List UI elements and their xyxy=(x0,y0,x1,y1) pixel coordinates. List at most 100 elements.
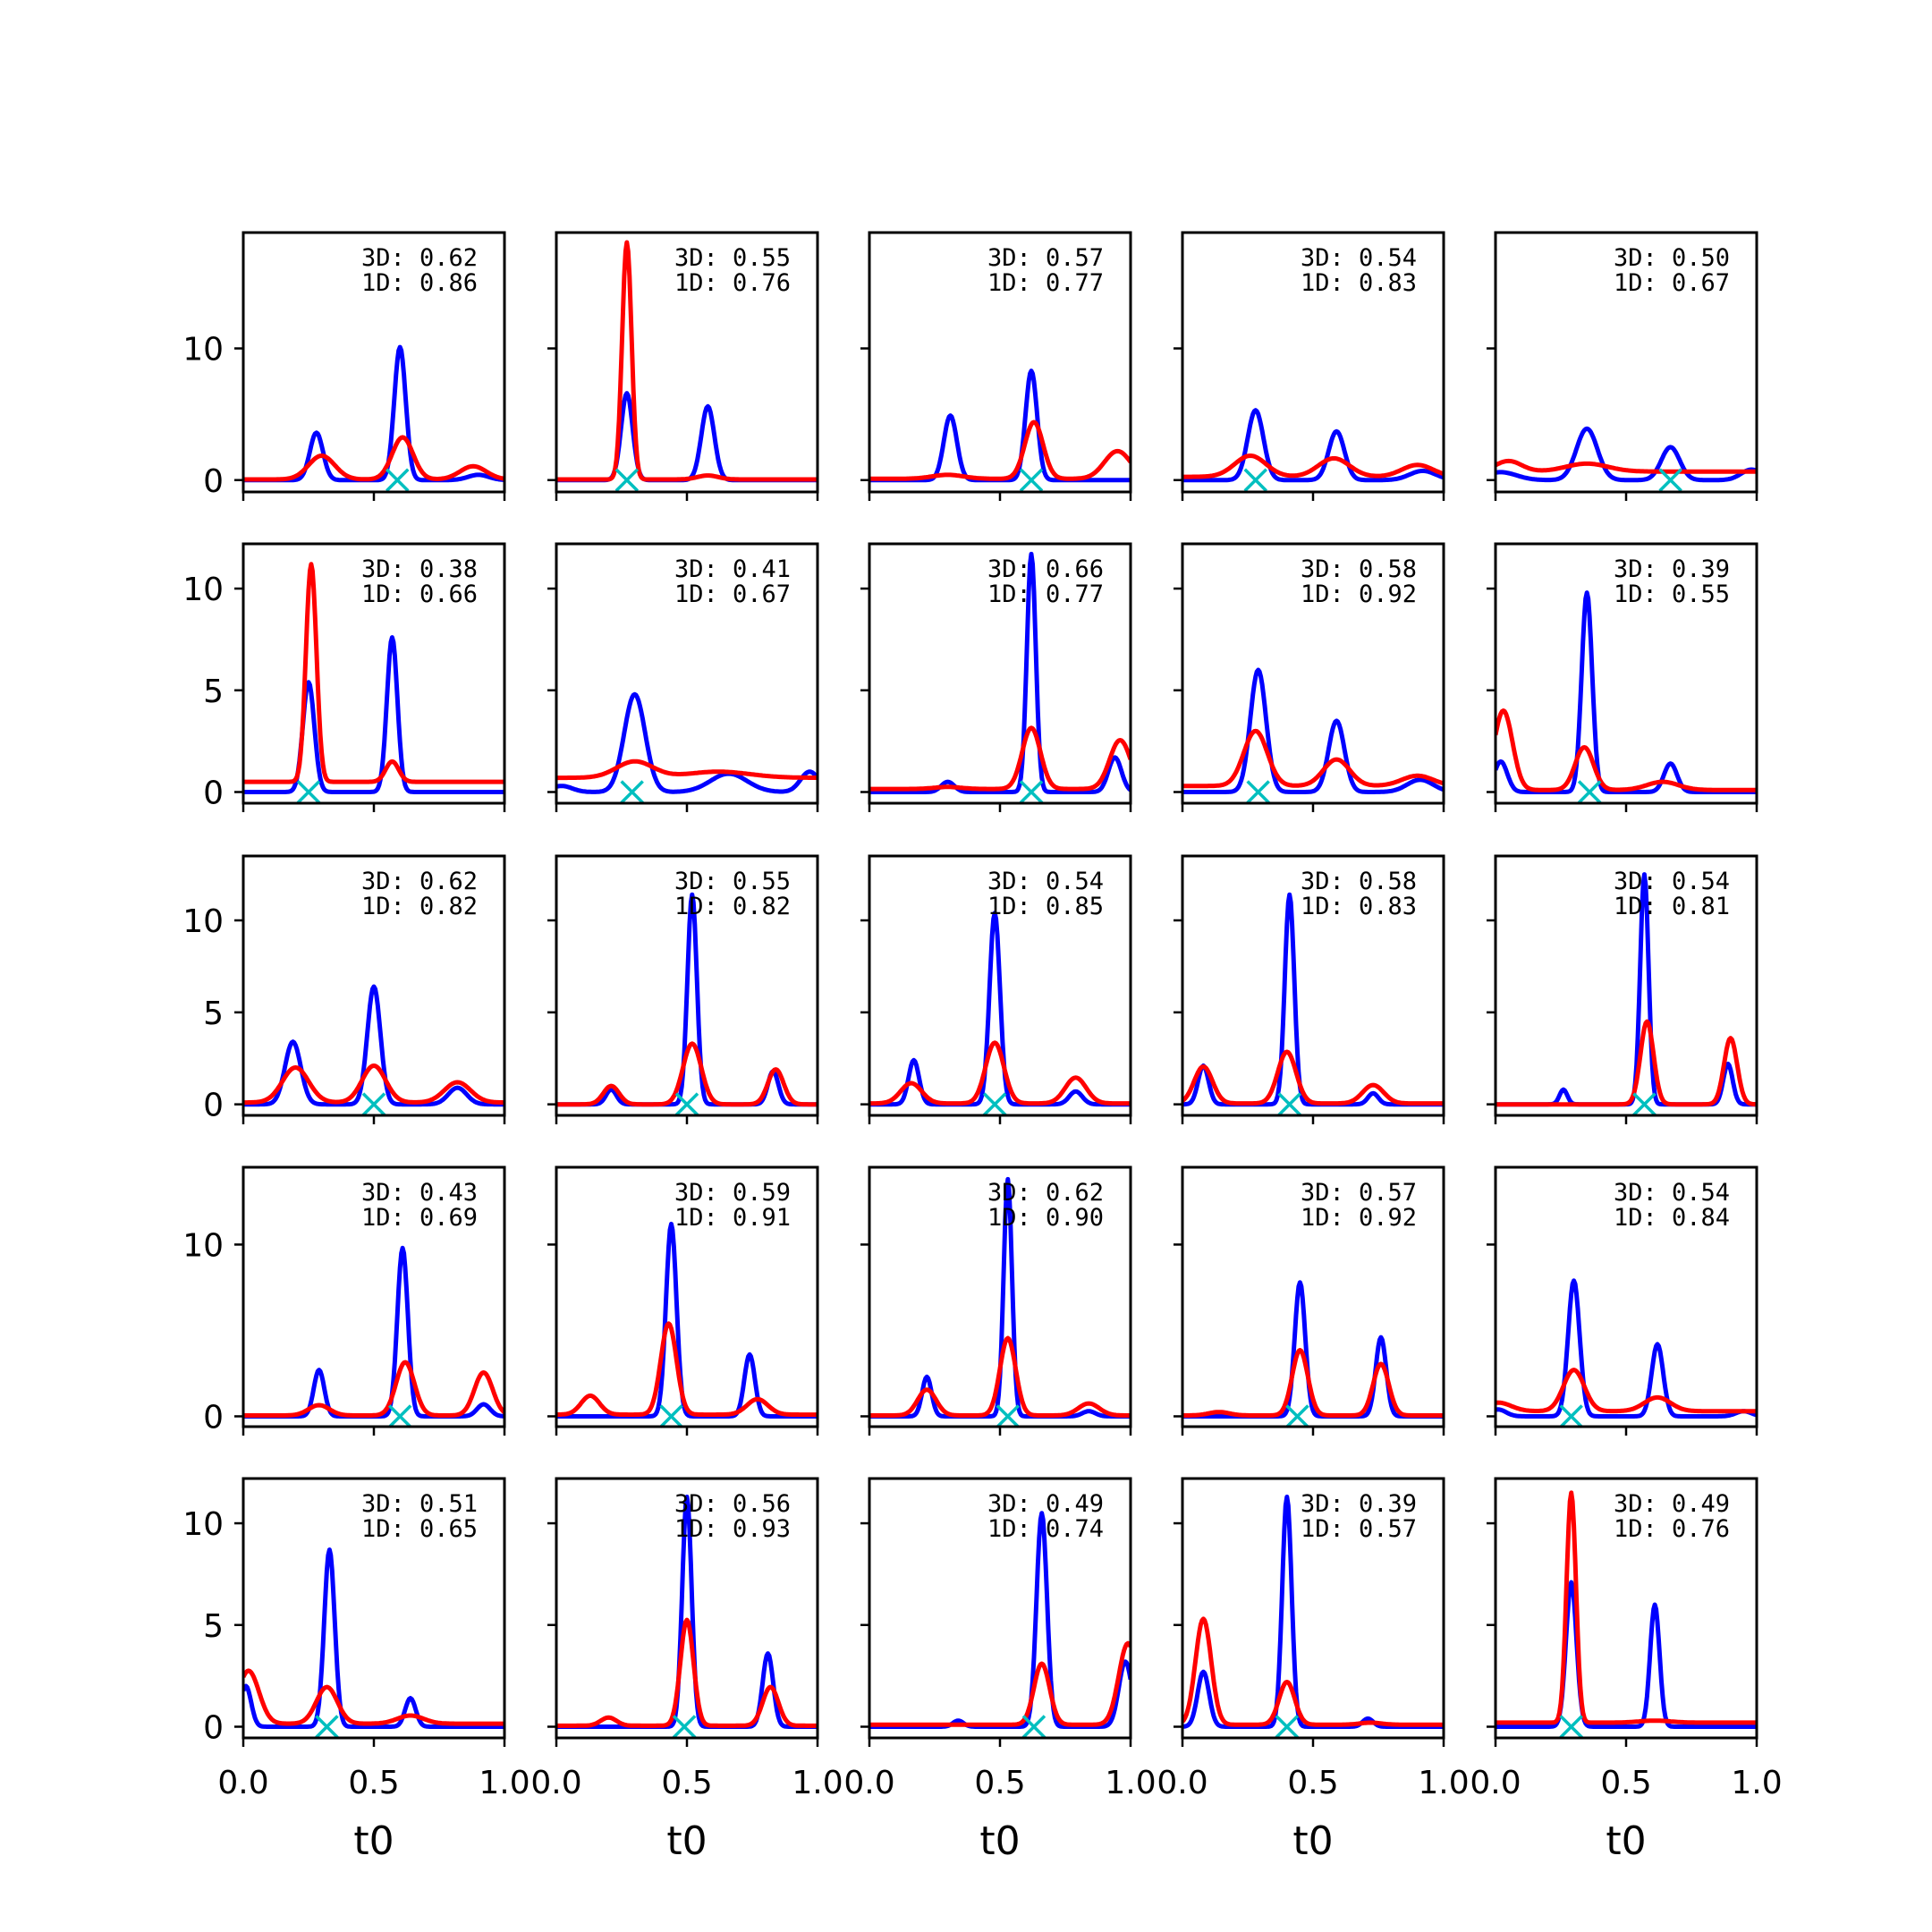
score-annotation: 3D: 0.54 xyxy=(1614,1179,1730,1207)
series-3d-line xyxy=(869,911,1131,1107)
x-tick-label: 0.5 xyxy=(1600,1765,1651,1801)
score-annotation: 1D: 0.92 xyxy=(1301,580,1417,608)
x-axis-label: t0 xyxy=(666,1818,707,1864)
series-3d-line xyxy=(243,1547,504,1729)
x-tick-label: 0.5 xyxy=(974,1765,1025,1801)
series-1d-line xyxy=(869,1640,1131,1727)
y-tick-label: 0 xyxy=(203,1399,224,1436)
marker-x xyxy=(1658,468,1682,492)
x-tick-label: 0.0 xyxy=(1157,1765,1208,1801)
series-1d-line xyxy=(869,419,1131,481)
score-annotation: 3D: 0.59 xyxy=(674,1179,791,1207)
series-3d-line xyxy=(243,635,504,794)
series-3d-line xyxy=(1496,590,1757,794)
marker-x xyxy=(386,468,410,492)
series-3d-line xyxy=(1182,408,1444,483)
series-3d-line xyxy=(556,691,818,794)
marker-x xyxy=(614,468,640,492)
y-tick-label: 10 xyxy=(182,1506,224,1543)
score-annotation: 1D: 0.67 xyxy=(1614,269,1730,297)
score-annotation: 3D: 0.54 xyxy=(1301,244,1417,272)
y-tick-label: 0 xyxy=(203,463,224,500)
score-annotation: 1D: 0.67 xyxy=(674,580,791,608)
y-tick-label: 5 xyxy=(203,674,224,710)
series-3d-line xyxy=(556,391,818,483)
series-3d-line xyxy=(243,984,504,1107)
score-annotation: 1D: 0.77 xyxy=(987,580,1104,608)
series-1d-line xyxy=(869,1335,1131,1418)
series-1d-line xyxy=(1182,1049,1444,1106)
series-1d-line xyxy=(1182,1616,1444,1727)
x-tick-label: 1.0 xyxy=(1418,1765,1469,1801)
series-3d-line xyxy=(556,1221,818,1419)
score-annotation: 1D: 0.76 xyxy=(1614,1515,1730,1543)
score-annotation: 3D: 0.58 xyxy=(1301,555,1417,583)
marker-x xyxy=(1275,1715,1300,1739)
x-tick-label: 0.0 xyxy=(530,1765,581,1801)
y-tick-label: 10 xyxy=(182,1227,224,1264)
series-3d-line xyxy=(1182,667,1444,794)
y-tick-label: 0 xyxy=(203,1709,224,1746)
series-1d-line xyxy=(1496,458,1757,474)
score-annotation: 1D: 0.83 xyxy=(1301,893,1417,920)
series-1d-line xyxy=(1182,728,1444,789)
x-tick-label: 0.5 xyxy=(348,1765,399,1801)
marker-x xyxy=(1577,780,1602,804)
series-1d-line xyxy=(243,1668,504,1726)
score-annotation: 1D: 0.77 xyxy=(987,269,1104,297)
y-tick-label: 5 xyxy=(203,996,224,1032)
series-1d-line xyxy=(1182,1348,1444,1418)
marker-x xyxy=(996,1404,1020,1428)
series-1d-line xyxy=(869,725,1131,792)
series-1d-line xyxy=(869,1040,1131,1106)
series-1d-line xyxy=(243,1360,504,1418)
series-3d-line xyxy=(869,369,1131,483)
series-1d-line xyxy=(1496,1490,1757,1725)
score-annotation: 1D: 0.81 xyxy=(1614,893,1730,920)
score-annotation: 1D: 0.83 xyxy=(1301,269,1417,297)
score-annotation: 3D: 0.50 xyxy=(1614,244,1730,272)
marker-x xyxy=(672,1715,697,1739)
marker-x xyxy=(296,780,321,804)
score-annotation: 3D: 0.56 xyxy=(674,1490,791,1518)
score-annotation: 3D: 0.57 xyxy=(1301,1179,1417,1207)
x-tick-label: 1.0 xyxy=(479,1765,530,1801)
series-1d-line xyxy=(556,1321,818,1418)
series-3d-line xyxy=(243,344,504,483)
score-annotation: 1D: 0.92 xyxy=(1301,1204,1417,1232)
x-axis-label: t0 xyxy=(353,1818,394,1864)
x-tick-label: 1.0 xyxy=(792,1765,843,1801)
score-annotation: 1D: 0.91 xyxy=(674,1204,791,1232)
x-tick-label: 0.0 xyxy=(217,1765,268,1801)
x-tick-label: 0.0 xyxy=(843,1765,894,1801)
series-1d-line xyxy=(243,1063,504,1106)
y-tick-label: 10 xyxy=(182,332,224,369)
score-annotation: 3D: 0.55 xyxy=(674,244,791,272)
series-1d-line xyxy=(1496,1019,1757,1107)
y-tick-label: 10 xyxy=(182,572,224,608)
marker-x xyxy=(1243,468,1267,492)
score-annotation: 1D: 0.55 xyxy=(1614,580,1730,608)
score-annotation: 3D: 0.49 xyxy=(987,1490,1104,1518)
score-annotation: 1D: 0.65 xyxy=(361,1515,478,1543)
score-annotation: 3D: 0.39 xyxy=(1614,555,1730,583)
score-annotation: 1D: 0.66 xyxy=(361,580,478,608)
series-3d-line xyxy=(243,1245,504,1419)
series-1d-line xyxy=(556,1041,818,1107)
marker-x xyxy=(1019,780,1044,804)
